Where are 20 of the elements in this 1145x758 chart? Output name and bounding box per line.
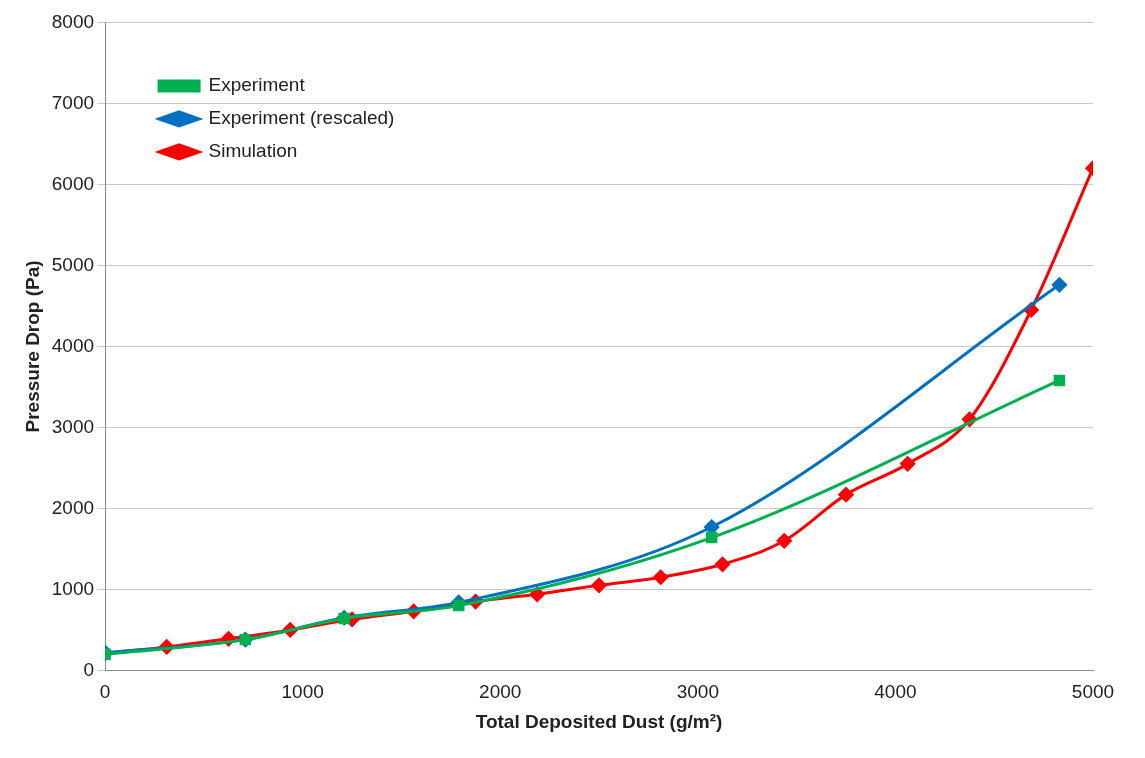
y-tick-label: 7000	[51, 91, 95, 113]
y-tick-label: 3000	[51, 415, 95, 437]
y-tick-label: 2000	[51, 496, 95, 518]
legend-label: Simulation	[208, 140, 298, 162]
y-tick-label: 4000	[51, 334, 95, 356]
x-axis-title: Total Deposited Dust (g/m²)	[475, 710, 723, 732]
y-tick-label: 6000	[51, 172, 95, 194]
y-tick-label: 1000	[51, 577, 95, 599]
y-tick-label: 8000	[51, 10, 95, 32]
legend-label: Experiment	[208, 74, 306, 96]
y-tick-label: 5000	[51, 253, 95, 275]
x-tick-label: 1000	[281, 681, 324, 703]
legend-label: Experiment (rescaled)	[208, 107, 395, 129]
x-tick-label: 4000	[874, 681, 917, 703]
x-tick-label: 2000	[479, 681, 522, 703]
y-tick-label: 0	[83, 658, 95, 680]
x-tick-label: 5000	[1071, 681, 1115, 703]
x-tick-label: 3000	[676, 681, 719, 703]
y-axis-title: Pressure Drop (Pa)	[21, 260, 43, 433]
x-tick-label: 0	[99, 681, 111, 703]
